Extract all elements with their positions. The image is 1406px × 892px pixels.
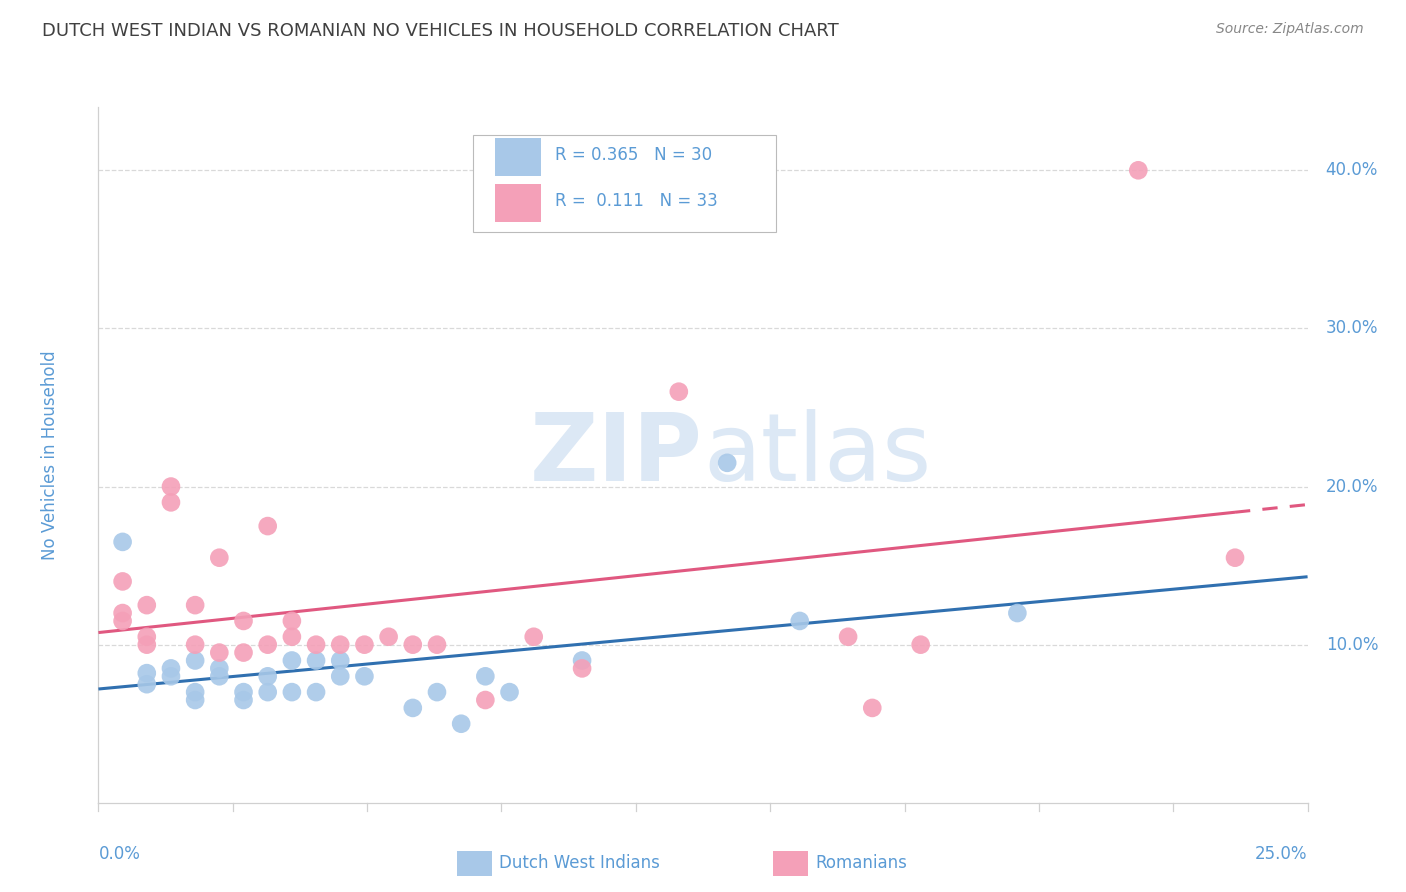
Point [305, 685, 328, 699]
Point [281, 614, 304, 628]
Point [111, 606, 134, 620]
Point [111, 614, 134, 628]
Point [184, 693, 207, 707]
Point [305, 653, 328, 667]
Point [474, 693, 496, 707]
Point [256, 669, 278, 683]
Point [135, 630, 157, 644]
Point [789, 614, 811, 628]
Point [474, 669, 496, 683]
Point [329, 653, 352, 667]
Text: Dutch West Indians: Dutch West Indians [499, 855, 659, 872]
Point [160, 661, 183, 675]
Point [208, 646, 231, 660]
Point [402, 701, 425, 715]
Point [329, 638, 352, 652]
Text: 30.0%: 30.0% [1326, 319, 1378, 337]
Point [208, 550, 231, 565]
Point [160, 669, 183, 683]
Point [256, 638, 278, 652]
Point [160, 479, 183, 493]
Point [377, 630, 399, 644]
Point [426, 638, 449, 652]
Point [837, 630, 859, 644]
Point [1007, 606, 1029, 620]
Text: 25.0%: 25.0% [1256, 845, 1308, 863]
Point [1223, 550, 1246, 565]
Point [571, 653, 593, 667]
Point [111, 534, 134, 549]
Text: 10.0%: 10.0% [1326, 636, 1378, 654]
Point [450, 716, 472, 731]
Point [281, 630, 304, 644]
Point [256, 519, 278, 533]
Bar [495, 137, 541, 176]
Point [860, 701, 883, 715]
Point [111, 574, 134, 589]
Point [716, 456, 738, 470]
Text: 20.0%: 20.0% [1326, 477, 1378, 496]
Point [232, 646, 254, 660]
Text: atlas: atlas [703, 409, 931, 501]
Point [135, 598, 157, 612]
Point [571, 661, 593, 675]
Point [135, 677, 157, 691]
Point [184, 638, 207, 652]
Point [281, 685, 304, 699]
Point [305, 638, 328, 652]
Text: Romanians: Romanians [815, 855, 907, 872]
Point [232, 693, 254, 707]
Text: R =  0.111   N = 33: R = 0.111 N = 33 [555, 192, 718, 210]
Text: No Vehicles in Household: No Vehicles in Household [41, 350, 59, 560]
Point [208, 669, 231, 683]
Point [160, 495, 183, 509]
Point [232, 614, 254, 628]
Point [523, 630, 546, 644]
Point [135, 666, 157, 681]
Point [910, 638, 932, 652]
Point [208, 661, 231, 675]
Point [184, 685, 207, 699]
Point [135, 638, 157, 652]
Text: ZIP: ZIP [530, 409, 703, 501]
Point [668, 384, 690, 399]
Point [232, 685, 254, 699]
Point [256, 685, 278, 699]
Point [353, 669, 375, 683]
Point [353, 638, 375, 652]
Text: Source: ZipAtlas.com: Source: ZipAtlas.com [1216, 22, 1364, 37]
Text: 0.0%: 0.0% [98, 845, 141, 863]
Bar [495, 184, 541, 222]
Point [184, 598, 207, 612]
Point [498, 685, 520, 699]
Point [426, 685, 449, 699]
Point [1128, 163, 1150, 178]
Text: 40.0%: 40.0% [1326, 161, 1378, 179]
Point [329, 669, 352, 683]
Text: R = 0.365   N = 30: R = 0.365 N = 30 [555, 146, 713, 164]
Point [184, 653, 207, 667]
Point [281, 653, 304, 667]
Text: DUTCH WEST INDIAN VS ROMANIAN NO VEHICLES IN HOUSEHOLD CORRELATION CHART: DUTCH WEST INDIAN VS ROMANIAN NO VEHICLE… [42, 22, 839, 40]
Point [402, 638, 425, 652]
FancyBboxPatch shape [474, 135, 776, 232]
